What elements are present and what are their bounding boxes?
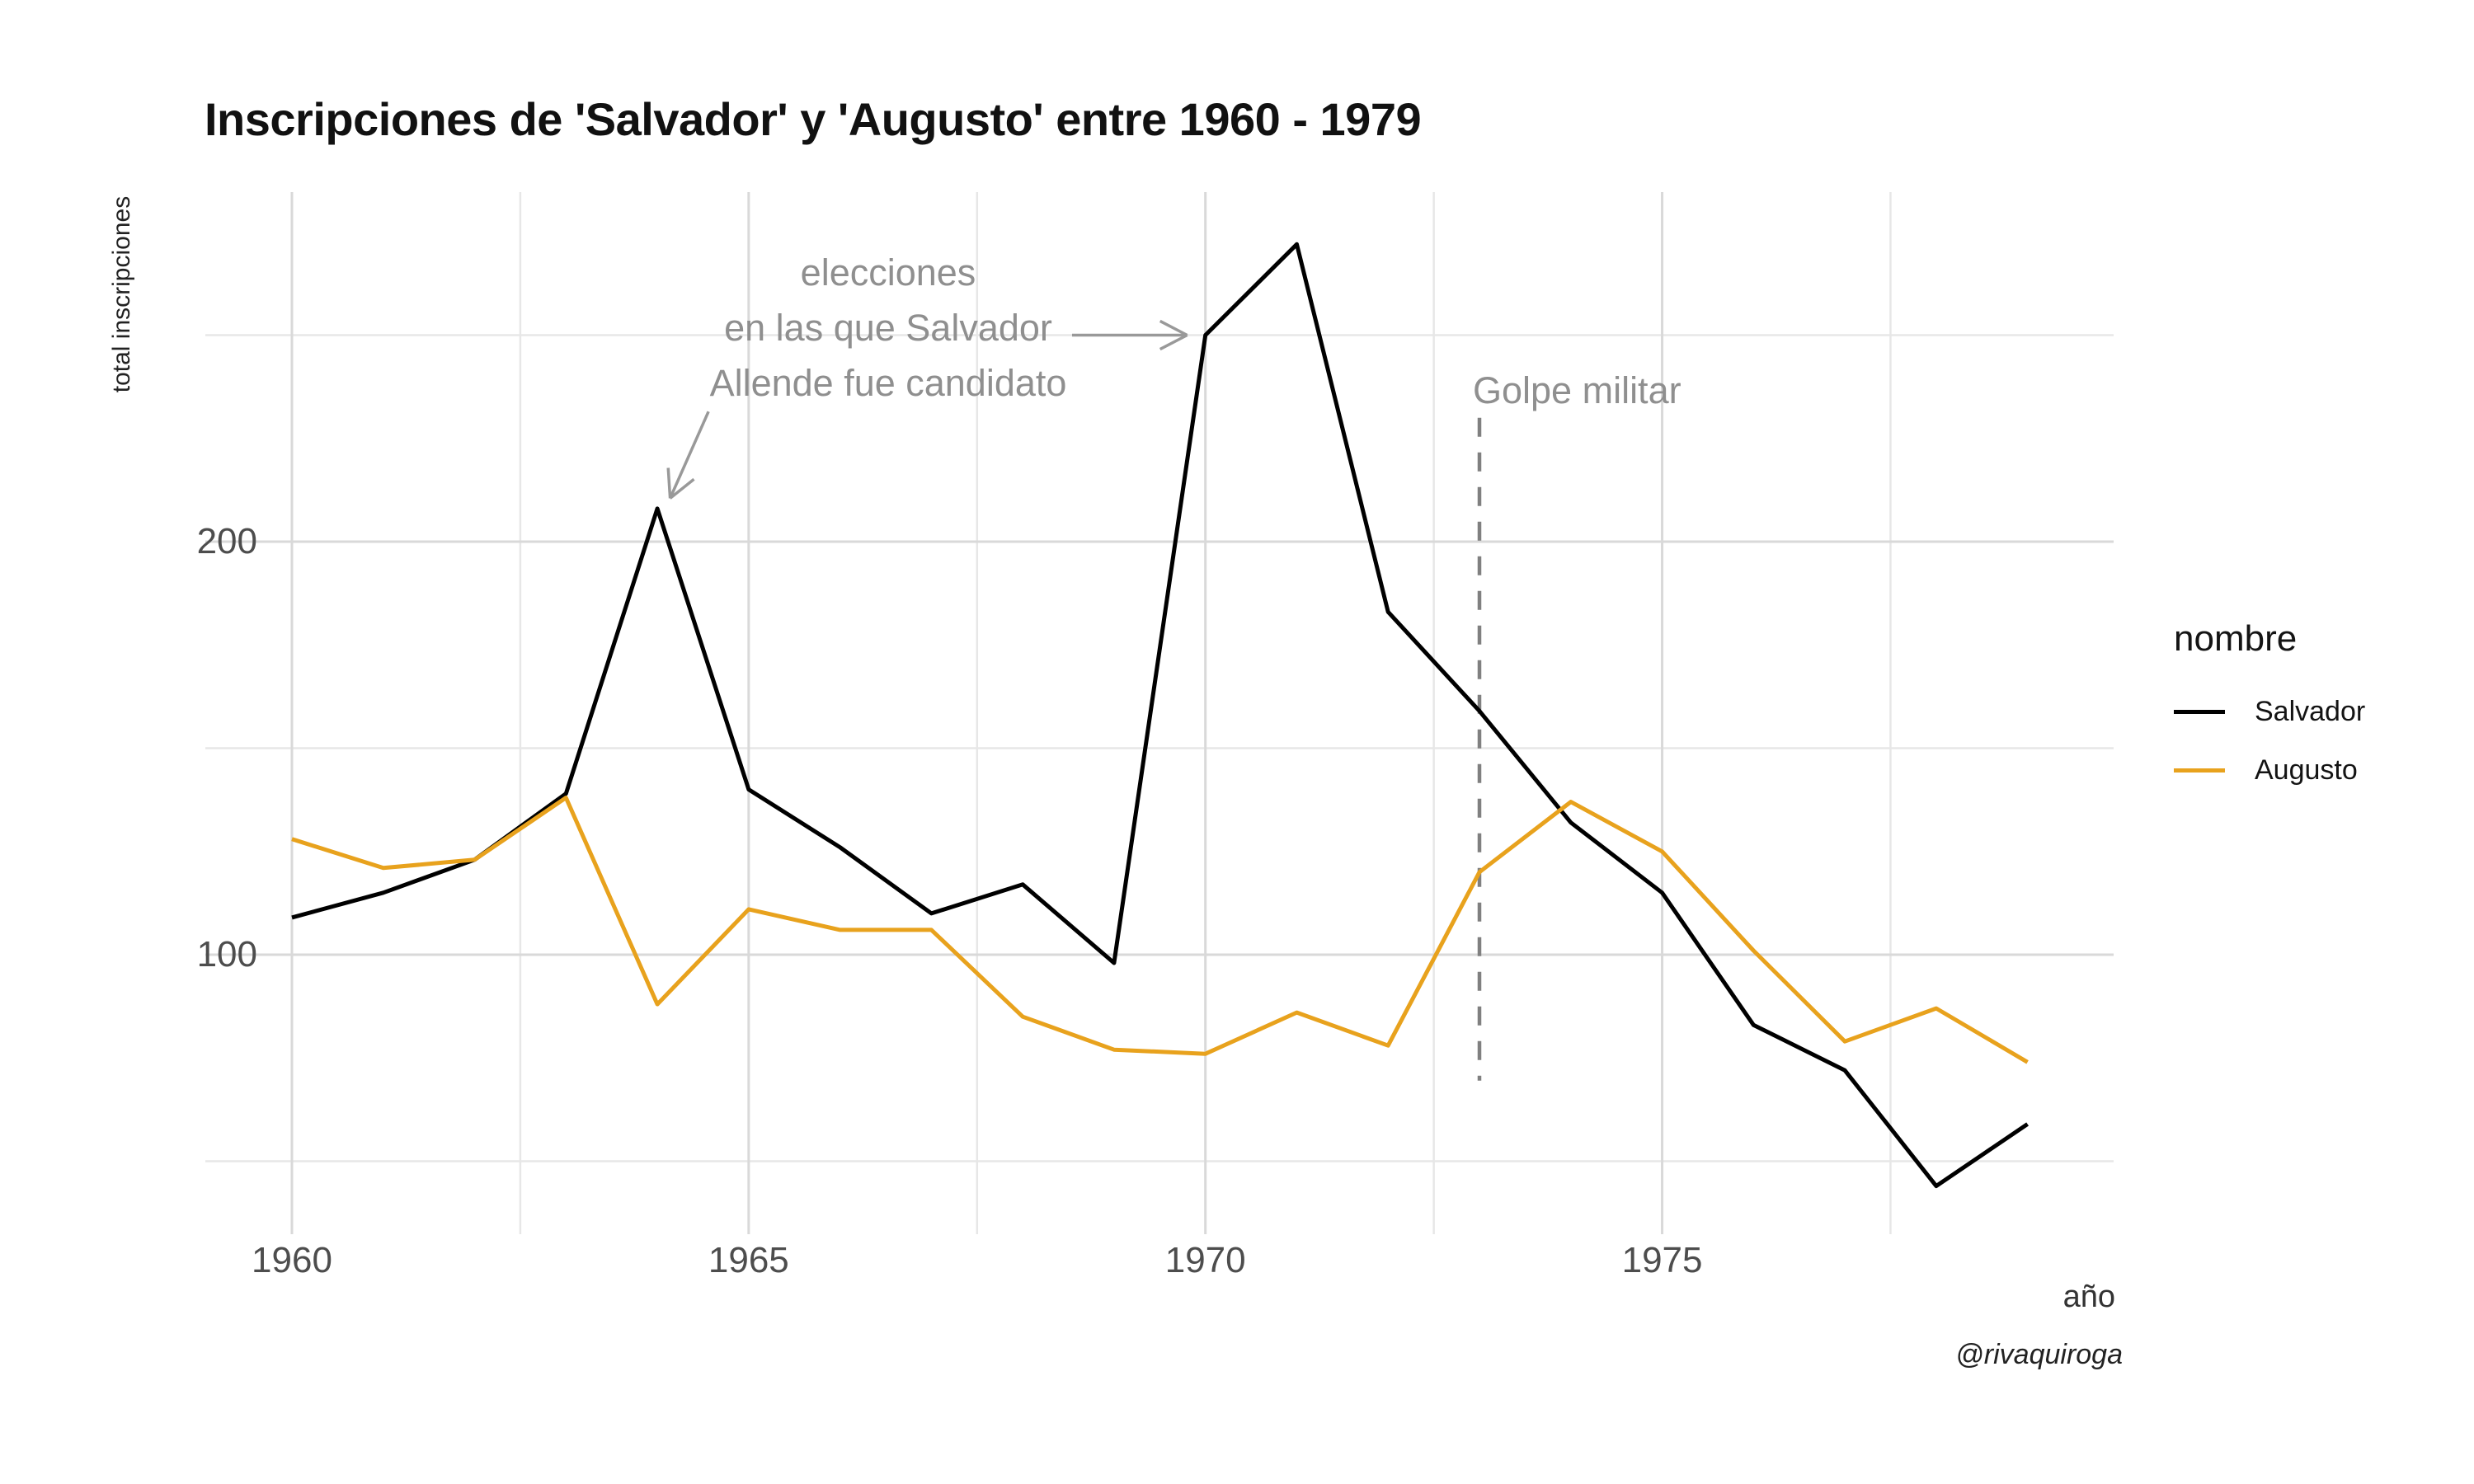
series-line-augusto <box>291 796 2029 1064</box>
annotation-golpe-militar: Golpe militar <box>1473 369 1681 411</box>
x-tick-label: 1975 <box>1621 1240 1703 1280</box>
legend: nombre Salvador Augusto <box>2174 618 2365 800</box>
arrow-to-1970-peak-head <box>1159 333 1188 351</box>
chart-title: Inscripciones de 'Salvador' y 'Augusto' … <box>205 93 1422 145</box>
x-tick-label: 1970 <box>1164 1240 1246 1280</box>
legend-swatch-salvador <box>2174 710 2225 714</box>
legend-label: Salvador <box>2255 696 2366 727</box>
legend-item-salvador: Salvador <box>2174 683 2365 741</box>
attribution: @rivaquiroga <box>1955 1339 2123 1370</box>
y-tick-label: 200 <box>196 521 257 561</box>
x-tick-label: 1965 <box>708 1240 789 1280</box>
legend-swatch-augusto <box>2174 768 2225 773</box>
x-axis-title: año <box>2062 1280 2115 1314</box>
x-tick-label: 1960 <box>252 1240 332 1280</box>
y-tick-label: 100 <box>196 934 257 974</box>
arrow-to-1964-peak-head <box>666 467 672 499</box>
arrow-to-1970-peak-head <box>1159 319 1188 337</box>
legend-title: nombre <box>2174 618 2298 659</box>
legend-label: Augusto <box>2255 754 2358 786</box>
arrow-to-1964-peak <box>668 411 710 500</box>
arrow-to-1964-peak-head <box>669 477 695 500</box>
annotation-elecciones: elecciones en las que Salvador Allende f… <box>709 251 1067 404</box>
legend-item-augusto: Augusto <box>2174 741 2365 800</box>
series-line-salvador <box>291 242 2030 1189</box>
